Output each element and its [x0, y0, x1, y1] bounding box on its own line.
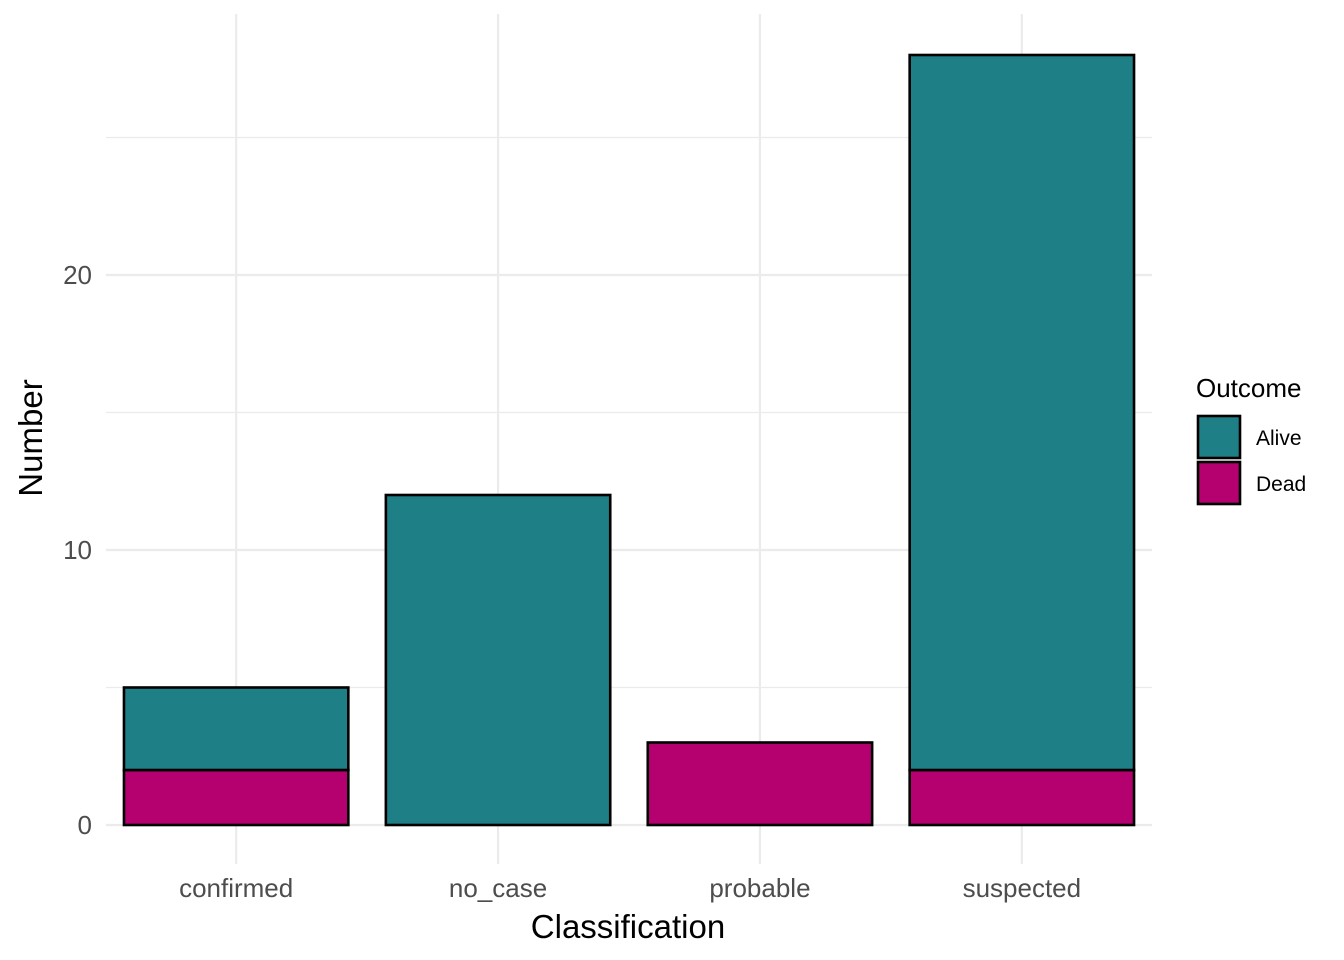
bar-probable-dead [646, 741, 874, 827]
bar-suspected-alive [908, 53, 1136, 772]
bars-layer [122, 53, 1136, 827]
bar-confirmed-alive [122, 686, 350, 772]
bar-no_case-alive [384, 493, 612, 827]
bar-suspected-dead [908, 768, 1136, 827]
legend-label-alive: Alive [1256, 427, 1302, 450]
bar-confirmed-dead [122, 768, 350, 827]
legend: Outcome Alive Dead [1196, 373, 1306, 506]
y-axis-title: Number [12, 379, 49, 496]
legend-entries: Alive Dead [1196, 414, 1306, 506]
legend-title: Outcome [1196, 373, 1302, 403]
legend-swatch-dead [1196, 460, 1242, 506]
x-tick-label: no_case [449, 873, 547, 903]
x-tick-label: confirmed [179, 873, 293, 903]
legend-label-dead: Dead [1256, 473, 1306, 496]
y-tick-label: 10 [63, 535, 92, 565]
x-tick-label: suspected [963, 873, 1082, 903]
y-tick-label: 20 [63, 260, 92, 290]
x-tick-label: probable [709, 873, 810, 903]
y-axis-ticks: 0 10 20 [63, 260, 92, 840]
x-axis-title: Classification [531, 908, 725, 945]
x-axis-ticks: confirmed no_case probable suspected [179, 873, 1081, 903]
legend-swatch-alive [1196, 414, 1242, 460]
y-tick-label: 0 [78, 810, 92, 840]
